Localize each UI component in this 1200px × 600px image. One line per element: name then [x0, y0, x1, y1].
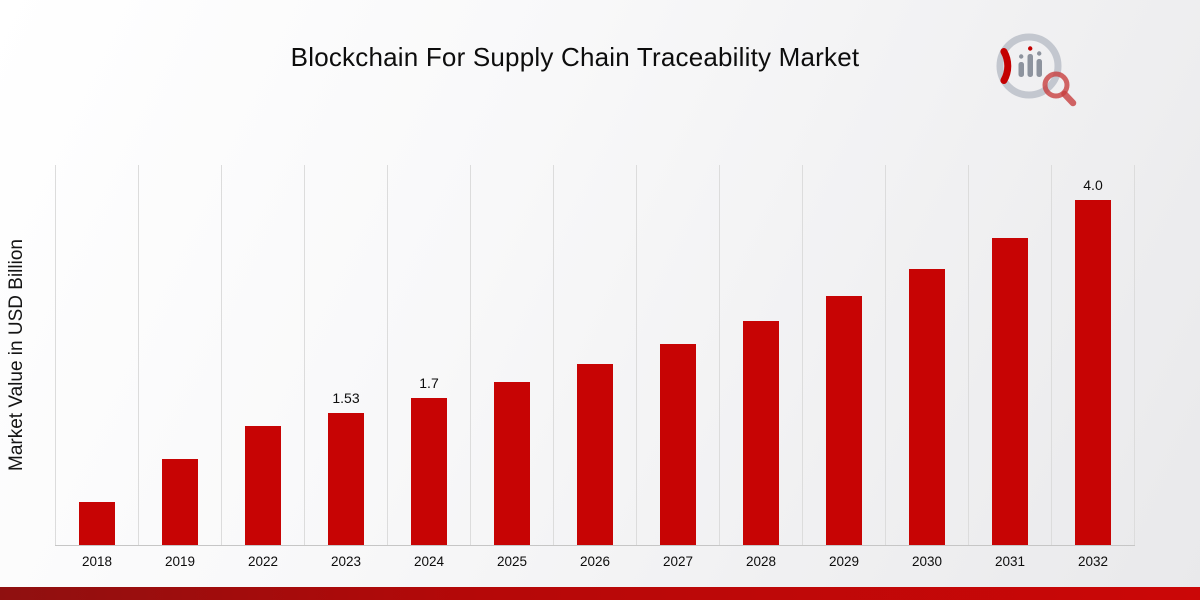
- category-slot-2029: 2029: [802, 165, 885, 569]
- bar-2029: [826, 296, 862, 545]
- bar-2031: [992, 238, 1028, 545]
- category-slot-2018: 2018: [55, 165, 138, 569]
- bar-2019: [162, 459, 198, 545]
- x-tick-label-2027: 2027: [662, 554, 694, 569]
- category-slot-2019: 2019: [138, 165, 221, 569]
- bar-2018: [79, 502, 115, 545]
- logo-bar-2: [1027, 54, 1033, 77]
- x-tick-label-2024: 2024: [413, 554, 445, 569]
- category-slot-2025: 2025: [470, 165, 553, 569]
- x-tick-label-2022: 2022: [247, 554, 279, 569]
- plot-area: 2018 2019 2022 1.53 2023 1.7 2024 2025 2026 2027 2…: [55, 165, 1135, 569]
- bar-2028: [743, 321, 779, 545]
- bar-2023: [328, 413, 364, 545]
- bar-2026: [577, 364, 613, 545]
- y-axis-label: Market Value in USD Billion: [6, 239, 27, 471]
- bar-2027: [660, 344, 696, 545]
- bar-value-label-2023: 1.53: [332, 390, 360, 406]
- logo-bar-1: [1018, 62, 1024, 77]
- logo-magnifier-lens: [1042, 71, 1070, 99]
- logo-magnifier-handle: [1061, 90, 1077, 107]
- logo-red-arc: [1000, 48, 1012, 84]
- category-slot-2022: 2022: [221, 165, 304, 569]
- x-tick-label-2026: 2026: [579, 554, 611, 569]
- category-slot-2032: 4.0 2032: [1051, 165, 1135, 569]
- x-tick-label-2028: 2028: [745, 554, 777, 569]
- bar-2024: [411, 398, 447, 545]
- footer-accent-strip: [0, 587, 1200, 600]
- category-slot-2028: 2028: [719, 165, 802, 569]
- category-slot-2023: 1.53 2023: [304, 165, 387, 569]
- bar-value-label-2024: 1.7: [419, 375, 439, 391]
- logo-dot-1: [1019, 54, 1024, 59]
- x-tick-label-2032: 2032: [1077, 554, 1109, 569]
- x-tick-label-2019: 2019: [164, 554, 196, 569]
- category-slot-2030: 2030: [885, 165, 968, 569]
- x-tick-label-2023: 2023: [330, 554, 362, 569]
- bar-value-label-2032: 4.0: [1083, 177, 1103, 193]
- category-slot-2024: 1.7 2024: [387, 165, 470, 569]
- bar-2030: [909, 269, 945, 545]
- x-tick-label-2029: 2029: [828, 554, 860, 569]
- bar-2025: [494, 382, 530, 545]
- x-tick-label-2030: 2030: [911, 554, 943, 569]
- x-tick-label-2025: 2025: [496, 554, 528, 569]
- x-tick-label-2018: 2018: [81, 554, 113, 569]
- category-slot-2031: 2031: [968, 165, 1051, 569]
- category-slot-2026: 2026: [553, 165, 636, 569]
- bar-2022: [245, 426, 281, 545]
- chart-title: Blockchain For Supply Chain Traceability…: [290, 42, 860, 72]
- logo-dot-3: [1037, 51, 1042, 56]
- market-research-logo: [996, 33, 1077, 107]
- bar-2032: [1075, 200, 1111, 545]
- logo-ring: [996, 33, 1062, 99]
- logo-dot-2: [1028, 46, 1033, 51]
- logo-bar-3: [1036, 59, 1042, 77]
- category-slot-2027: 2027: [636, 165, 719, 569]
- x-tick-label-2031: 2031: [994, 554, 1026, 569]
